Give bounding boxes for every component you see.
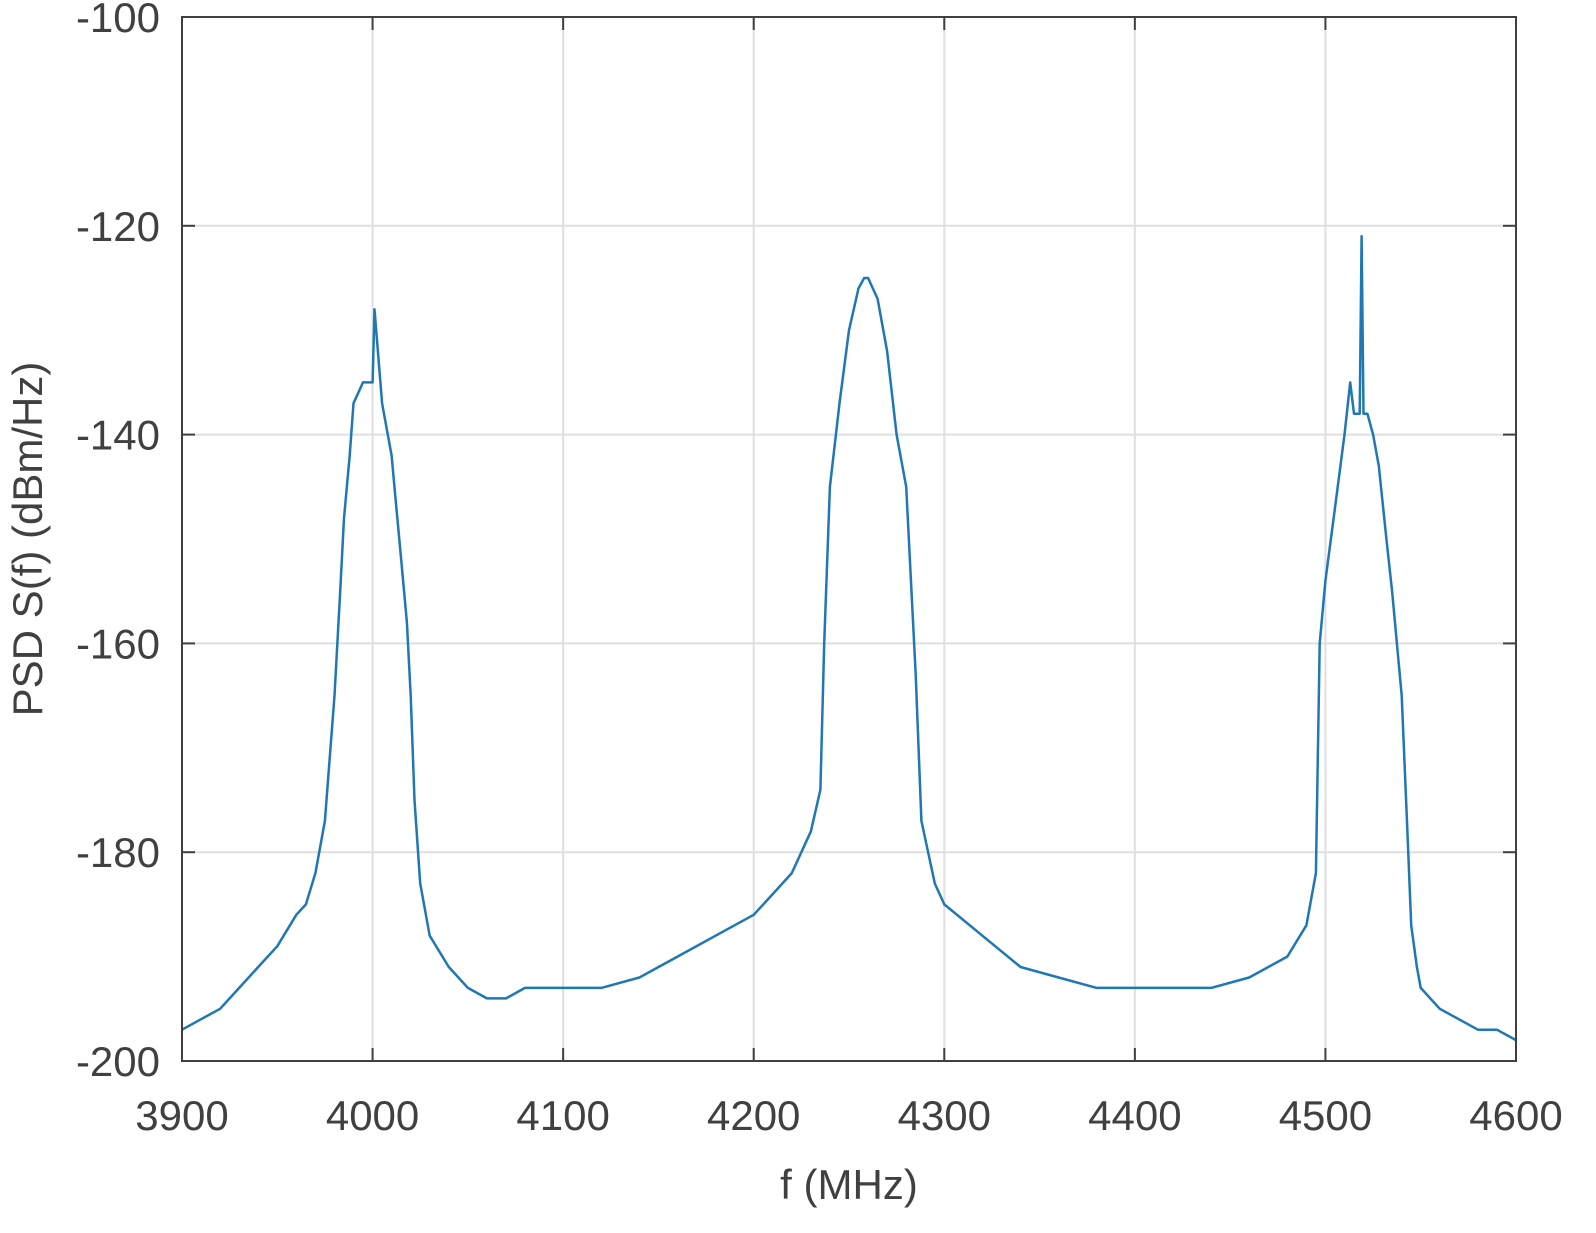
x-tick-label: 4100 <box>516 1092 609 1139</box>
y-tick-label: -200 <box>76 1038 160 1085</box>
x-tick-label: 4600 <box>1469 1092 1562 1139</box>
plot-background <box>182 17 1516 1061</box>
y-tick-label: -140 <box>76 412 160 459</box>
x-tick-label: 3900 <box>135 1092 228 1139</box>
x-tick-label: 4200 <box>707 1092 800 1139</box>
x-tick-label: 4400 <box>1088 1092 1181 1139</box>
x-tick-label: 4500 <box>1279 1092 1372 1139</box>
x-tick-label: 4300 <box>898 1092 991 1139</box>
x-axis-title: f (MHz) <box>780 1161 918 1208</box>
y-tick-label: -180 <box>76 829 160 876</box>
y-tick-label: -120 <box>76 203 160 250</box>
series-layer <box>181 234 1517 1042</box>
y-axis-title: PSD S(f) (dBm/Hz) <box>4 362 51 717</box>
axes-frame <box>181 16 1517 1062</box>
psd-series-line <box>181 234 1517 1042</box>
y-tick-label: -100 <box>76 0 160 41</box>
y-tick-label: -160 <box>76 620 160 667</box>
plot-border <box>181 16 1517 1062</box>
tick-marks <box>181 16 1517 1062</box>
y-tick-labels: -200 -180 -160 -140 -120 -100 <box>76 0 160 1085</box>
x-tick-labels: 3900 4000 4100 4200 4300 4400 4500 4600 <box>135 1092 1562 1139</box>
x-tick-label: 4000 <box>326 1092 419 1139</box>
